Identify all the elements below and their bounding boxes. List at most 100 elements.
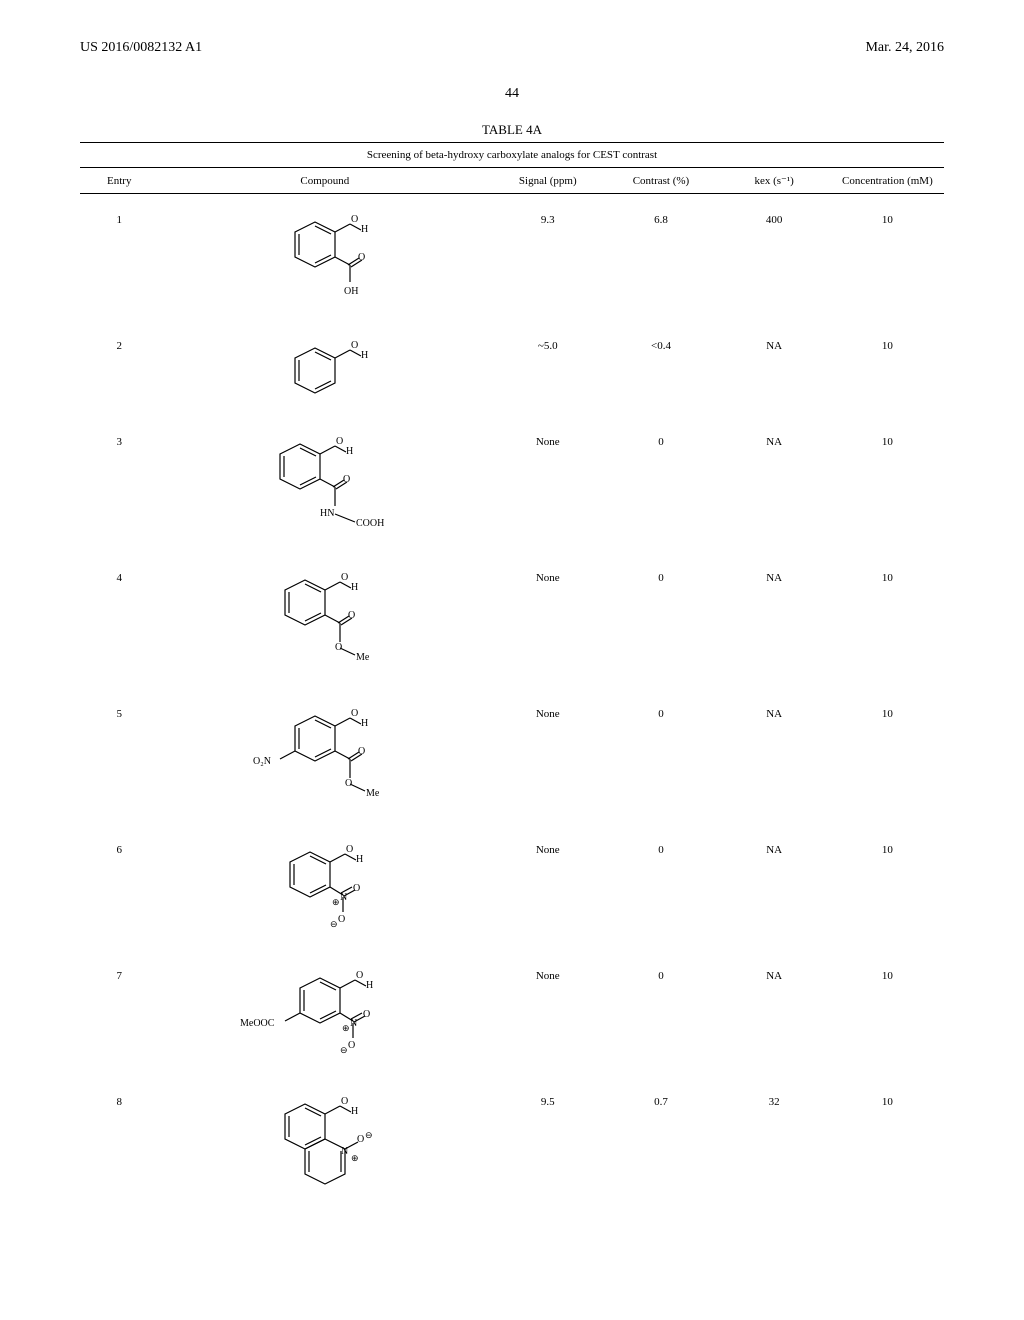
svg-text:H: H (361, 718, 368, 729)
cell-entry: 2 (80, 320, 159, 416)
cell-contrast: 6.8 (604, 194, 717, 321)
patent-number: US 2016/0082132 A1 (80, 40, 202, 56)
structure-icon: O H N ⊕ O O ⊖ (250, 832, 400, 942)
svg-text:H: H (361, 224, 368, 235)
svg-text:H: H (351, 582, 358, 593)
structure-icon: O H (255, 328, 395, 408)
svg-text:⊕: ⊕ (332, 897, 340, 907)
svg-text:O: O (338, 914, 345, 925)
svg-text:O: O (356, 970, 363, 981)
cell-kex: NA (718, 552, 831, 688)
cell-signal: ~5.0 (491, 320, 604, 416)
col-compound: Compound (159, 168, 492, 194)
cell-contrast: 0.7 (604, 1076, 717, 1212)
cell-entry: 4 (80, 552, 159, 688)
structure-icon: O H O OH (255, 202, 395, 312)
cell-kex: 400 (718, 194, 831, 321)
svg-text:HN: HN (320, 508, 334, 519)
cell-conc: 10 (831, 1076, 944, 1212)
cell-kex: NA (718, 320, 831, 416)
svg-text:N: N (340, 892, 347, 903)
page-header: US 2016/0082132 A1 Mar. 24, 2016 (80, 40, 944, 56)
table-row: 6 (80, 824, 944, 950)
cell-conc: 10 (831, 552, 944, 688)
cell-kex: NA (718, 950, 831, 1076)
cell-compound: O H N ⊕ O O ⊖ (159, 824, 492, 950)
cell-entry: 8 (80, 1076, 159, 1212)
svg-text:MeOOC: MeOOC (240, 1018, 275, 1029)
cell-contrast: 0 (604, 416, 717, 552)
col-kex: kex (s⁻¹) (718, 168, 831, 194)
cell-compound: O H O O Me O₂N (159, 688, 492, 824)
svg-text:O: O (341, 1096, 348, 1107)
svg-text:O: O (358, 252, 365, 263)
table-subtitle: Screening of beta-hydroxy carboxylate an… (80, 142, 944, 168)
cell-contrast: <0.4 (604, 320, 717, 416)
cell-conc: 10 (831, 824, 944, 950)
table-row: 8 (80, 1076, 944, 1212)
structure-icon: O H N ⊕ O O ⊖ MeOOC (230, 958, 420, 1068)
svg-text:Me: Me (366, 788, 380, 799)
table-row: 4 (80, 552, 944, 688)
table-row: 7 (80, 950, 944, 1076)
cell-signal: None (491, 552, 604, 688)
publication-date: Mar. 24, 2016 (865, 40, 944, 56)
col-signal: Signal (ppm) (491, 168, 604, 194)
structure-icon: O H O HN COOH (240, 424, 410, 544)
svg-text:COOH: COOH (356, 518, 384, 529)
cell-contrast: 0 (604, 824, 717, 950)
svg-text:Me: Me (356, 652, 370, 663)
cell-compound: O H O OH (159, 194, 492, 321)
cell-kex: NA (718, 824, 831, 950)
svg-text:O: O (348, 1040, 355, 1051)
page: US 2016/0082132 A1 Mar. 24, 2016 44 TABL… (0, 0, 1024, 1272)
cell-entry: 6 (80, 824, 159, 950)
cell-signal: None (491, 824, 604, 950)
page-number: 44 (80, 86, 944, 102)
structure-icon: O H O O Me (245, 560, 405, 680)
cell-contrast: 0 (604, 688, 717, 824)
svg-text:OH: OH (344, 286, 358, 297)
svg-text:O: O (351, 708, 358, 719)
cell-signal: 9.3 (491, 194, 604, 321)
cell-conc: 10 (831, 194, 944, 321)
svg-text:N: N (350, 1018, 357, 1029)
cell-signal: None (491, 688, 604, 824)
cell-signal: None (491, 416, 604, 552)
svg-text:N: N (341, 1146, 348, 1157)
structure-icon: O H N ⊕ O ⊖ (245, 1084, 405, 1204)
svg-text:O: O (345, 778, 352, 789)
svg-text:O: O (336, 436, 343, 447)
svg-text:H: H (361, 350, 368, 361)
cell-entry: 5 (80, 688, 159, 824)
cell-compound: O H (159, 320, 492, 416)
svg-text:H: H (346, 446, 353, 457)
svg-text:O₂N: O₂N (253, 756, 271, 767)
table-row: 5 (80, 688, 944, 824)
cell-entry: 7 (80, 950, 159, 1076)
svg-text:O: O (358, 746, 365, 757)
svg-text:O: O (351, 340, 358, 351)
svg-text:O: O (335, 642, 342, 653)
cell-compound: O H O O Me (159, 552, 492, 688)
table-header-row: Entry Compound Signal (ppm) Contrast (%)… (80, 168, 944, 194)
data-table: Entry Compound Signal (ppm) Contrast (%)… (80, 168, 944, 1212)
cell-signal: 9.5 (491, 1076, 604, 1212)
cell-contrast: 0 (604, 552, 717, 688)
svg-text:⊖: ⊖ (340, 1045, 348, 1055)
cell-compound: O H N ⊕ O ⊖ (159, 1076, 492, 1212)
cell-entry: 3 (80, 416, 159, 552)
svg-text:O: O (348, 610, 355, 621)
col-conc: Concentration (mM) (831, 168, 944, 194)
cell-kex: NA (718, 688, 831, 824)
cell-compound: O H N ⊕ O O ⊖ MeOOC (159, 950, 492, 1076)
svg-text:H: H (356, 854, 363, 865)
svg-text:O: O (341, 572, 348, 583)
cell-entry: 1 (80, 194, 159, 321)
cell-conc: 10 (831, 688, 944, 824)
svg-text:O: O (357, 1134, 364, 1145)
table-row: 3 (80, 416, 944, 552)
svg-text:O: O (343, 474, 350, 485)
svg-text:H: H (366, 980, 373, 991)
cell-kex: NA (718, 416, 831, 552)
